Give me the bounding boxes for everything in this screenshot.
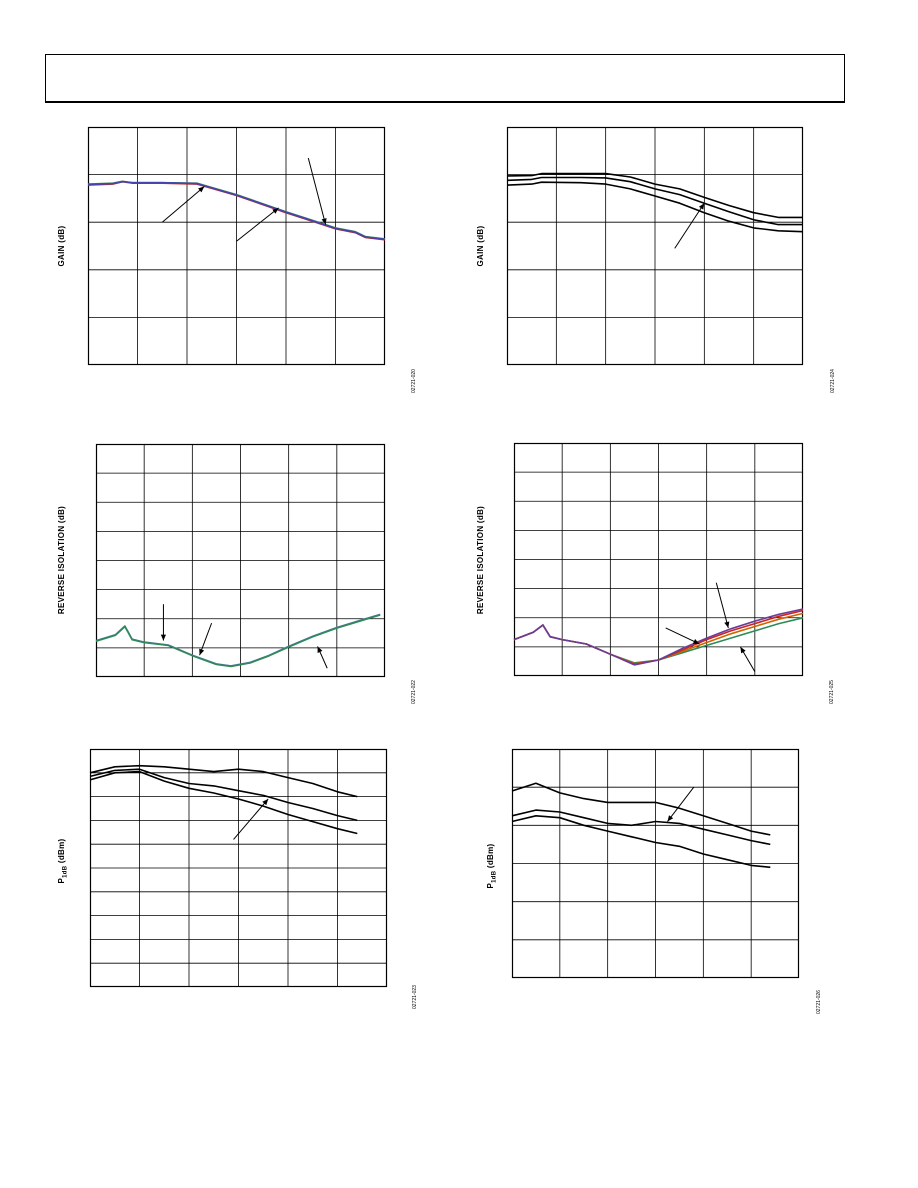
chart-5-ylabel-main: P [57, 877, 66, 884]
annotation-arrow-1 [233, 798, 269, 840]
chart-5-figure-id: 02721-023 [412, 985, 418, 1009]
annotation-arrow-1 [161, 186, 205, 223]
annotation-arrow-head-3 [317, 646, 323, 653]
annotation-arrow-head-1 [692, 639, 700, 644]
annotation-arrow-head-1 [698, 203, 705, 210]
chart-3-figure-id: 02721-022 [411, 680, 417, 704]
chart-6-ylabel-sub: 1dB [491, 870, 498, 883]
series-line-2 [506, 176, 803, 226]
reverse-isolation-chart-1 [95, 443, 386, 678]
chart-2-figure-id: 02721-024 [830, 369, 836, 393]
p1db-chart-2 [511, 748, 800, 979]
annotation-arrow-head-1 [198, 186, 205, 193]
series-line-2 [89, 768, 358, 822]
chart-4-figure-id: 02721-025 [829, 680, 835, 704]
gain-chart-1 [87, 126, 386, 366]
annotation-arrow-head-3 [740, 646, 746, 654]
annotation-arrow-2 [715, 582, 729, 629]
chart-2-ylabel: GAIN (dB) [476, 225, 485, 267]
series-line-3 [506, 181, 804, 233]
chart-5-ylabel-tail: (dBm) [57, 838, 66, 866]
chart-1-figure-id: 02721-020 [411, 369, 417, 393]
chart-5-ylabel: P1dB (dBm) [56, 781, 69, 941]
series-line-4 [513, 608, 804, 666]
annotation-arrow-head-1 [160, 634, 166, 641]
annotation-arrow-head-1 [262, 799, 269, 806]
chart-6-ylabel: P1dB (dBm) [485, 786, 498, 946]
series-line-2 [511, 809, 771, 846]
chart-3-ylabel: REVERSE ISOLATION (dB) [57, 505, 66, 615]
annotation-arrow-head-2 [199, 648, 205, 656]
chart-6-ylabel-main: P [486, 882, 495, 889]
chart-1-ylabel: GAIN (dB) [57, 225, 66, 267]
series-line-1 [506, 172, 803, 219]
annotation-arrow-head-1 [667, 815, 674, 822]
annotation-arrow-2 [236, 207, 279, 242]
p1db-chart-1 [89, 748, 388, 988]
series-line-3 [89, 770, 358, 835]
annotation-arrow-1 [665, 627, 700, 645]
annotation-arrow-3 [307, 157, 327, 225]
chart-5-ylabel-sub: 1dB [62, 865, 69, 878]
annotation-arrow-head-2 [272, 207, 279, 214]
chart-4-ylabel: REVERSE ISOLATION (dB) [476, 505, 485, 615]
series-line-1 [95, 613, 381, 667]
series-line-1 [89, 764, 358, 798]
chart-6-ylabel-tail: (dBm) [486, 843, 495, 871]
annotation-arrow-1 [674, 202, 705, 249]
reverse-isolation-chart-2 [513, 442, 804, 677]
chart-6-figure-id: 02721-026 [816, 990, 822, 1014]
series-line-3 [511, 815, 771, 869]
gain-chart-2 [506, 126, 804, 366]
annotation-arrow-head-2 [724, 621, 730, 628]
page-header-box [45, 54, 845, 103]
series-line-3 [87, 180, 386, 241]
annotation-arrow-head-3 [321, 218, 327, 225]
annotation-arrow-1 [667, 786, 695, 822]
series-line-1 [511, 782, 771, 836]
series-line-2 [95, 614, 381, 668]
